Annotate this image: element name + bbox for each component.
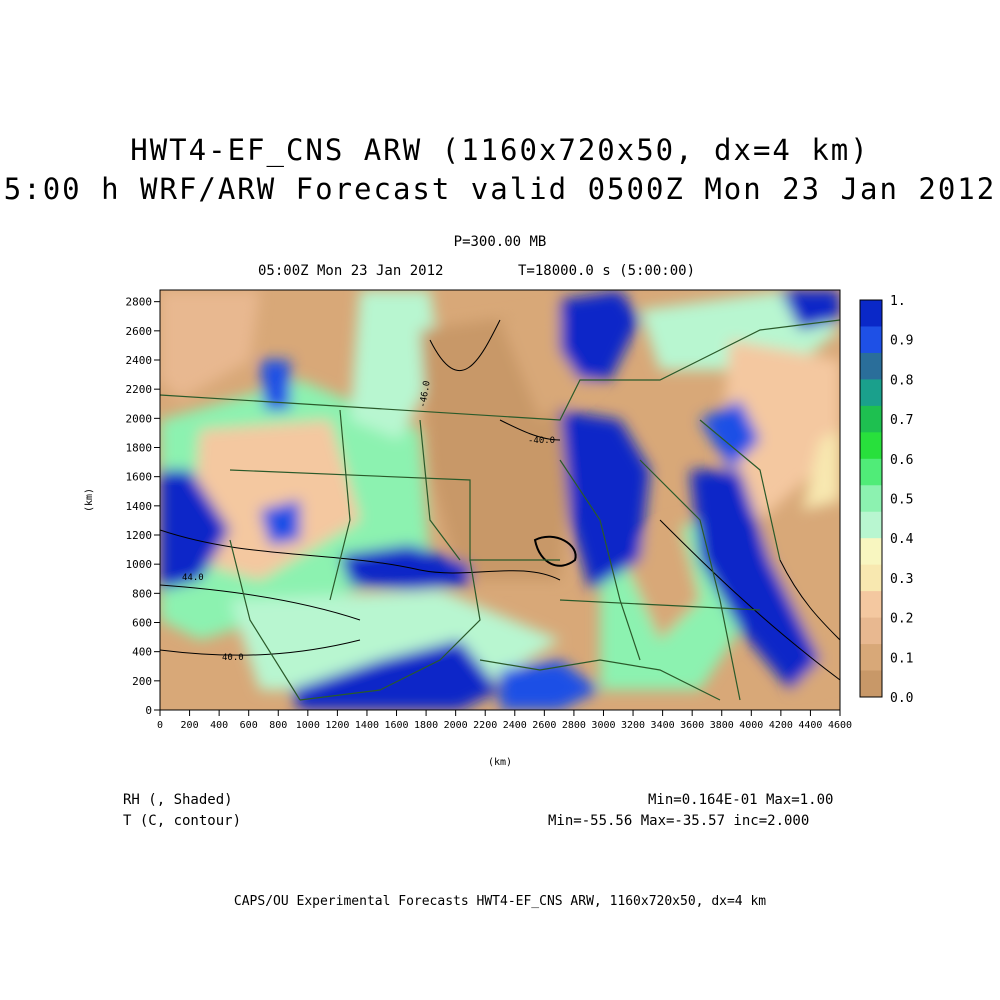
colorbar-label: 0.7 bbox=[890, 413, 913, 428]
x-tick-label: 1200 bbox=[325, 720, 349, 731]
colorbar-label: 0.5 bbox=[890, 493, 913, 508]
colorbar-swatch bbox=[860, 670, 882, 698]
colorbar-swatch bbox=[860, 432, 882, 460]
main-title: HWT4-EF_CNS ARW (1160x720x50, dx=4 km) bbox=[130, 133, 870, 167]
y-axis-label: (km) bbox=[84, 488, 95, 512]
x-tick-label: 2400 bbox=[503, 720, 527, 731]
x-tick-label: 1400 bbox=[355, 720, 379, 731]
y-tick-label: 2800 bbox=[126, 296, 153, 309]
colorbar-swatch bbox=[860, 379, 882, 407]
colorbar-swatch bbox=[860, 538, 882, 566]
contour-label: 40.0 bbox=[222, 653, 244, 663]
y-tick-label: 1000 bbox=[126, 558, 153, 571]
x-tick-label: 3200 bbox=[621, 720, 645, 731]
legend-temperature: T (C, contour) bbox=[123, 813, 242, 829]
colorbar-frame bbox=[859, 299, 883, 698]
forecast-valid-title: 5:00 h WRF/ARW Forecast valid 0500Z Mon … bbox=[3, 172, 997, 206]
y-tick-label: 1200 bbox=[126, 529, 153, 542]
colorbar-swatch bbox=[860, 352, 882, 380]
geographic-boundaries bbox=[160, 319, 840, 701]
colorbar-label: 0.8 bbox=[890, 373, 913, 388]
contour-label: -40.0 bbox=[528, 436, 555, 446]
x-tick-label: 4000 bbox=[739, 720, 763, 731]
rh-range: Min=0.164E-01 Max=1.00 bbox=[648, 792, 834, 808]
contour-label: 44.0 bbox=[182, 573, 204, 583]
colorbar-swatch bbox=[860, 644, 882, 672]
x-tick-label: 2800 bbox=[562, 720, 586, 731]
y-axis: 0 200 400 600 800 1000 1200 1400 1600 1800 2000 220… bbox=[126, 296, 160, 717]
x-tick-label: 4400 bbox=[798, 720, 822, 731]
colorbar-label: 0.6 bbox=[890, 453, 913, 468]
x-axis: 0 200 400 600 800 1000 1200 1400 1600 1800 2000 220… bbox=[157, 710, 852, 731]
footer-credit: CAPS/OU Experimental Forecasts HWT4-EF_C… bbox=[233, 894, 767, 909]
x-axis-label: (km) bbox=[488, 757, 512, 768]
x-tick-label: 2000 bbox=[444, 720, 468, 731]
temperature-range: Min=-55.56 Max=-35.57 inc=2.000 bbox=[548, 813, 810, 829]
colorbar-label: 0.9 bbox=[890, 334, 913, 349]
colorbar-swatch bbox=[860, 485, 882, 513]
x-tick-label: 200 bbox=[181, 720, 199, 731]
x-tick-label: 0 bbox=[157, 720, 163, 731]
y-tick-label: 1800 bbox=[126, 442, 153, 455]
contour-label: -46.0 bbox=[418, 380, 433, 408]
x-tick-label: 3000 bbox=[591, 720, 615, 731]
x-tick-label: 400 bbox=[210, 720, 228, 731]
colorbar-label: 0.0 bbox=[890, 691, 913, 706]
colorbar-label: 0.3 bbox=[890, 572, 913, 587]
y-tick-label: 2000 bbox=[126, 412, 153, 425]
colorbar-swatch bbox=[860, 326, 882, 354]
x-tick-label: 3800 bbox=[710, 720, 734, 731]
x-tick-label: 1800 bbox=[414, 720, 438, 731]
x-tick-label: 4200 bbox=[769, 720, 793, 731]
y-tick-label: 600 bbox=[132, 617, 152, 630]
y-tick-label: 200 bbox=[132, 675, 152, 688]
x-tick-label: 4600 bbox=[828, 720, 852, 731]
colorbar-swatch bbox=[860, 511, 882, 539]
y-tick-label: 2400 bbox=[126, 354, 153, 367]
y-tick-label: 2200 bbox=[126, 383, 153, 396]
y-tick-label: 400 bbox=[132, 646, 152, 659]
plot-frame bbox=[159, 289, 841, 711]
x-tick-label: 2600 bbox=[532, 720, 556, 731]
elapsed-time: T=18000.0 s (5:00:00) bbox=[518, 263, 696, 279]
colorbar-swatch bbox=[860, 405, 882, 433]
colorbar-swatch bbox=[860, 591, 882, 619]
y-tick-label: 1600 bbox=[126, 471, 153, 484]
y-tick-label: 2600 bbox=[126, 325, 153, 338]
valid-time: 05:00Z Mon 23 Jan 2012 bbox=[258, 263, 444, 279]
colorbar-swatch bbox=[860, 300, 882, 327]
colorbar-swatch bbox=[860, 617, 882, 645]
x-tick-label: 3400 bbox=[651, 720, 675, 731]
colorbar-swatch bbox=[860, 458, 882, 486]
x-tick-label: 1600 bbox=[384, 720, 408, 731]
x-tick-label: 2200 bbox=[473, 720, 497, 731]
colorbar-label: 0.2 bbox=[890, 612, 913, 627]
colorbar-label: 1. bbox=[890, 294, 906, 309]
x-tick-label: 600 bbox=[240, 720, 258, 731]
rh-shading bbox=[160, 290, 840, 710]
colorbar: 1. 0.9 0.8 0.7 0.6 0.5 0.4 0.3 0.2 0.1 0.0 bbox=[859, 294, 914, 706]
legend-rh: RH (, Shaded) bbox=[123, 792, 233, 808]
x-tick-label: 3600 bbox=[680, 720, 704, 731]
colorbar-label: 0.4 bbox=[890, 532, 914, 547]
y-tick-label: 800 bbox=[132, 587, 152, 600]
y-tick-label: 1400 bbox=[126, 500, 153, 513]
pressure-level: P=300.00 MB bbox=[453, 234, 547, 250]
colorbar-swatch bbox=[860, 564, 882, 592]
colorbar-label: 0.1 bbox=[890, 651, 913, 666]
temperature-contours bbox=[160, 319, 840, 681]
y-tick-label: 0 bbox=[145, 704, 152, 717]
x-tick-label: 1000 bbox=[296, 720, 320, 731]
x-tick-label: 800 bbox=[269, 720, 287, 731]
